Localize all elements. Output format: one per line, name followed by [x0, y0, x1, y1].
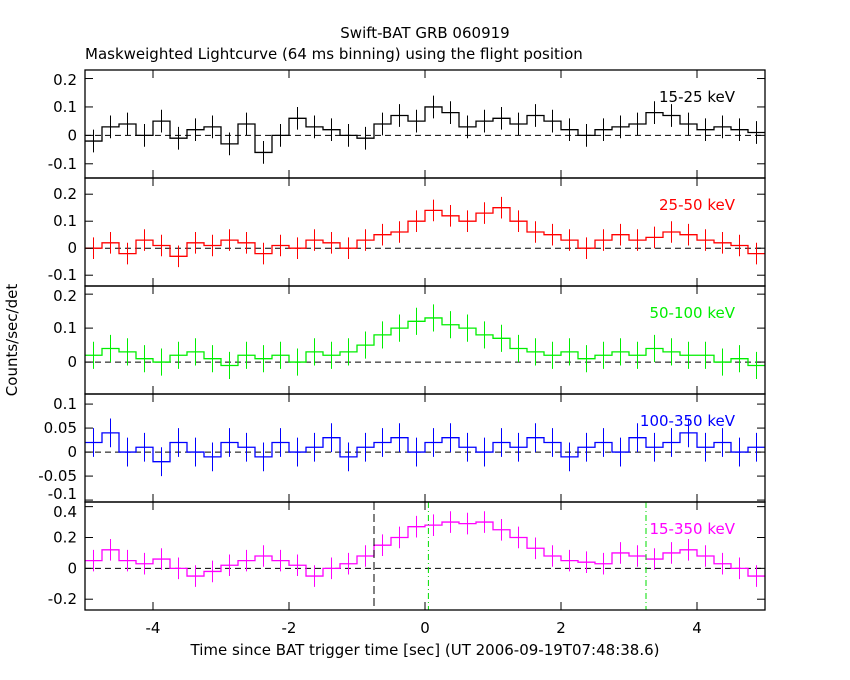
y-tick-label: -0.1: [48, 155, 77, 173]
y-axis-label: Counts/sec/det: [3, 284, 21, 397]
panel-3: -0.1-0.05 0 0.05 0.1 100-350 keV: [38, 393, 766, 503]
y-tick-label: -0.2: [48, 590, 77, 608]
y-tick-label: 0.1: [53, 319, 77, 337]
x-tick-label: 0: [420, 619, 430, 637]
y-tick-label: 0: [67, 353, 77, 371]
panel-4: -0.2 0 0.2 0.4 15-350 keV: [48, 501, 766, 611]
series-label: 50-100 keV: [649, 304, 735, 322]
y-tick-label: 0.2: [53, 528, 77, 546]
panel-frame: [84, 69, 766, 179]
y-tick-label: -0.1: [48, 485, 77, 503]
y-tick-label: 0.2: [53, 185, 77, 203]
chart-title: Swift-BAT GRB 060919: [340, 24, 509, 42]
y-tick-label: 0.05: [44, 419, 77, 437]
lightcurve-series: [85, 207, 765, 257]
y-tick-label: -0.05: [38, 467, 77, 485]
series-label: 25-50 keV: [659, 196, 736, 214]
panel-1: -0.1 0 0.1 0.2 25-50 keV: [48, 177, 766, 287]
x-tick-label: 2: [556, 619, 566, 637]
y-tick-label: 0.4: [53, 503, 77, 521]
panel-2: 0 0.1 0.2 50-100 keV: [53, 285, 766, 395]
y-tick-label: 0: [67, 239, 77, 257]
y-tick-label: 0.1: [53, 395, 77, 413]
lightcurve-series: [85, 106, 765, 154]
y-tick-label: 0.2: [53, 287, 77, 305]
chart-subtitle: Maskweighted Lightcurve (64 ms binning) …: [85, 45, 583, 63]
y-tick-label: -0.1: [48, 266, 77, 284]
y-tick-label: 0.1: [53, 212, 77, 230]
x-tick-label: -4: [146, 619, 161, 637]
y-tick-label: 0: [67, 559, 77, 577]
lightcurve-series: [85, 432, 765, 463]
x-tick-label: -2: [282, 619, 297, 637]
y-tick-label: 0.2: [53, 71, 77, 89]
y-tick-label: 0: [67, 126, 77, 144]
x-tick-label: 4: [692, 619, 702, 637]
series-label: 15-25 keV: [659, 88, 736, 106]
y-tick-label: 0.1: [53, 98, 77, 116]
series-label: 100-350 keV: [640, 412, 736, 430]
x-axis-label: Time since BAT trigger time [sec] (UT 20…: [190, 641, 660, 659]
panel-0: -0.1 0 0.1 0.2 15-25 keV: [48, 69, 766, 179]
y-tick-label: 0: [67, 443, 77, 461]
panel-frame: [84, 285, 766, 395]
series-label: 15-350 keV: [649, 520, 735, 538]
lightcurve-series: [85, 317, 765, 367]
